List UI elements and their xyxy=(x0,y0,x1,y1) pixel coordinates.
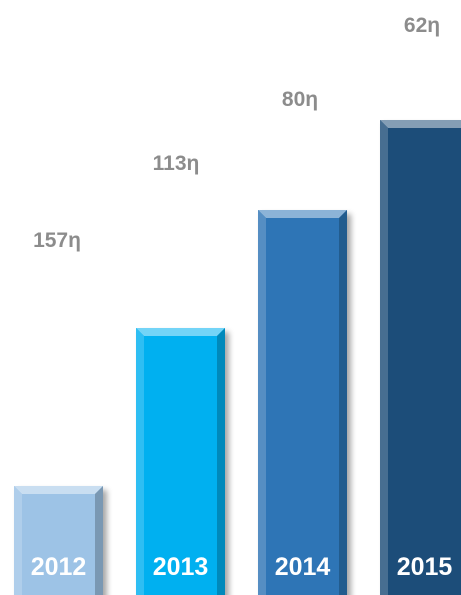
bar-2015 xyxy=(380,120,461,595)
bar-bevel-top xyxy=(14,486,103,494)
bar-bevel-top xyxy=(136,328,225,336)
bar-bevel-left xyxy=(14,486,22,595)
bar-bevel-right xyxy=(339,210,347,595)
category-label-2012: 2012 xyxy=(31,553,87,581)
bar-bevel-right xyxy=(95,486,103,595)
bar-bevel-left xyxy=(380,120,388,595)
value-label-2015: 62η xyxy=(404,14,440,37)
bar-bevel-top xyxy=(258,210,347,218)
category-label-2015: 2015 xyxy=(397,553,453,581)
value-label-2012: 157η xyxy=(33,229,81,252)
value-label-2014: 80η xyxy=(282,88,318,111)
bars-layer xyxy=(14,120,461,595)
bar-body xyxy=(380,120,461,595)
category-label-2013: 2013 xyxy=(153,553,209,581)
bar-2014 xyxy=(258,210,347,595)
value-label-2013: 113η xyxy=(153,152,200,175)
bar-bevel-left xyxy=(136,328,144,595)
labels-layer: 2012 157η 2013 113η 2014 80η 2015 62η xyxy=(31,14,453,581)
bar-body xyxy=(258,210,347,595)
bar-2012 xyxy=(14,486,103,595)
bar-body xyxy=(14,486,103,595)
category-label-2014: 2014 xyxy=(275,553,331,581)
bar-bevel-top xyxy=(380,120,461,128)
bar-2013 xyxy=(136,328,225,595)
bar-body xyxy=(136,328,225,595)
bar-bevel-left xyxy=(258,210,266,595)
bar-bevel-right xyxy=(217,328,225,595)
